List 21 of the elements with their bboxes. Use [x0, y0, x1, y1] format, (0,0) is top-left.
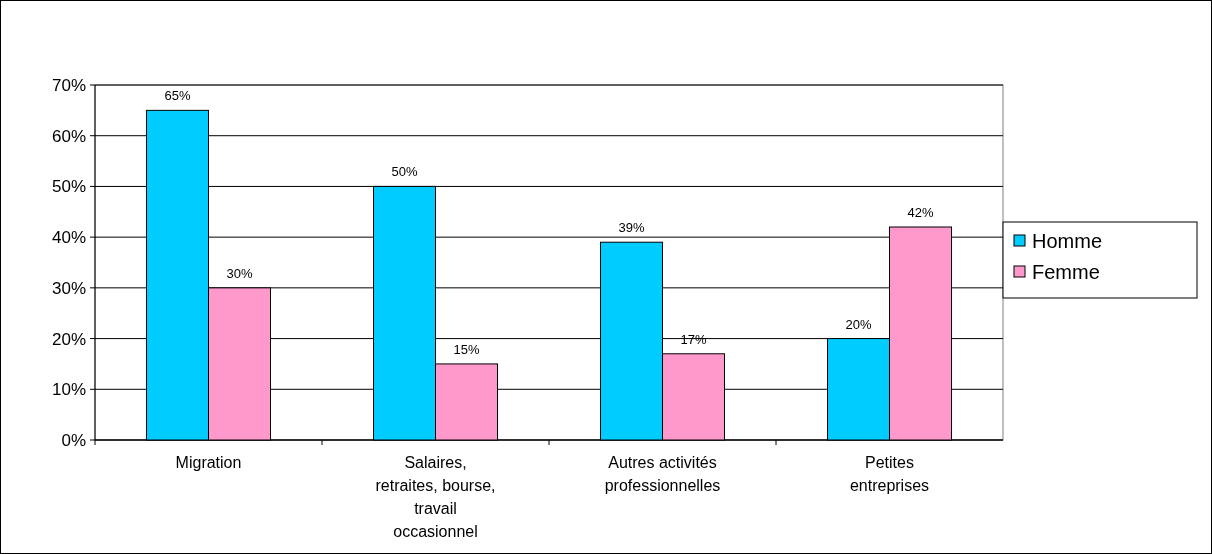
- y-tick-label: 30%: [51, 278, 86, 298]
- x-tick-label: Autres activités professionnelles: [604, 454, 721, 494]
- y-tick-label: 60%: [51, 126, 86, 146]
- x-tick-label: Migration: [175, 454, 242, 471]
- y-tick-label: 50%: [51, 177, 86, 197]
- data-label: 50%: [391, 164, 418, 180]
- data-label: 15%: [453, 341, 480, 357]
- data-label: 65%: [164, 88, 191, 104]
- y-tick-label: 70%: [51, 75, 86, 95]
- x-tick-label: Petites entreprises: [849, 454, 930, 494]
- legend-label: Femme: [1032, 261, 1100, 283]
- data-label: 20%: [845, 316, 872, 332]
- x-tick-label: Salaires, retraites, bourse, travail occasionnel: [375, 454, 496, 540]
- y-tick-label: 40%: [51, 228, 86, 248]
- data-label: 42%: [907, 205, 934, 220]
- data-label: 39%: [618, 220, 645, 236]
- y-tick-label: 10%: [51, 380, 86, 400]
- legend-label: Homme: [1032, 230, 1103, 252]
- data-label: 30%: [226, 265, 253, 281]
- y-tick-label: 0%: [61, 430, 86, 450]
- y-tick-label: 20%: [51, 329, 86, 349]
